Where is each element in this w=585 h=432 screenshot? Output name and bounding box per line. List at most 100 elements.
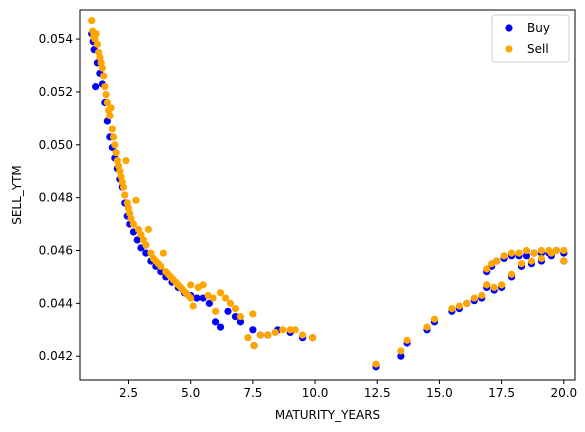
point-sell-109 xyxy=(547,249,555,257)
x-tick-label: 20.0 xyxy=(550,386,577,400)
point-sell-78 xyxy=(299,331,307,339)
x-tick-label: 7.5 xyxy=(243,386,262,400)
point-sell-82 xyxy=(403,336,411,344)
point-sell-70 xyxy=(249,310,257,318)
y-tick-label: 0.046 xyxy=(39,244,73,258)
point-buy-47 xyxy=(397,352,405,360)
point-sell-18 xyxy=(109,133,118,141)
point-sell-71 xyxy=(250,342,258,350)
point-buy-3 xyxy=(92,83,100,91)
point-sell-81 xyxy=(397,347,405,355)
point-sell-39 xyxy=(144,225,152,233)
point-sell-80 xyxy=(372,360,380,368)
point-sell-28 xyxy=(122,157,130,165)
point-sell-106 xyxy=(517,260,526,268)
point-sell-95 xyxy=(515,249,523,257)
point-sell-34 xyxy=(132,196,140,204)
y-tick-label: 0.050 xyxy=(39,138,73,152)
legend: Buy Sell xyxy=(491,14,570,63)
y-tick-label: 0.052 xyxy=(39,85,73,99)
point-sell-62 xyxy=(209,294,217,302)
point-sell-74 xyxy=(271,328,279,337)
point-sell-102 xyxy=(483,281,491,289)
point-sell-98 xyxy=(537,246,546,255)
point-sell-38 xyxy=(142,241,150,249)
point-sell-108 xyxy=(537,254,546,263)
point-sell-45 xyxy=(159,249,167,257)
point-buy-62 xyxy=(522,252,531,260)
x-axis-ticks: 2.5 5.0 7.5 10.0 12.5 15.0 17.5 20.0 xyxy=(119,380,577,400)
x-tick-label: 12.5 xyxy=(364,386,391,400)
point-sell-16 xyxy=(107,104,115,112)
point-sell-105 xyxy=(507,270,516,278)
x-tick-label: 5.0 xyxy=(181,386,200,400)
point-sell-9 xyxy=(98,64,106,72)
point-sell-44 xyxy=(157,262,165,270)
point-sell-94 xyxy=(507,249,516,257)
point-sell-67 xyxy=(231,305,240,313)
legend-label-buy: Buy xyxy=(527,21,550,35)
point-sell-72 xyxy=(256,331,264,339)
point-sell-58 xyxy=(189,302,197,310)
point-sell-84 xyxy=(430,315,439,323)
point-sell-88 xyxy=(470,294,478,302)
point-sell-101 xyxy=(560,246,568,255)
y-tick-label: 0.048 xyxy=(39,191,73,205)
point-sell-63 xyxy=(211,307,220,315)
y-tick-label: 0.042 xyxy=(39,349,73,363)
point-buy-30 xyxy=(193,294,201,302)
point-sell-66 xyxy=(226,299,235,307)
point-buy-32 xyxy=(205,299,213,307)
point-sell-65 xyxy=(221,294,230,302)
point-sell-110 xyxy=(560,257,568,265)
point-sell-60 xyxy=(199,281,207,289)
y-axis-label: SELL_YTM xyxy=(10,165,24,225)
point-sell-76 xyxy=(286,326,294,334)
point-sell-90 xyxy=(483,265,491,273)
legend-label-sell: Sell xyxy=(527,42,549,56)
point-sell-73 xyxy=(264,331,272,339)
plot-frame xyxy=(79,9,576,381)
point-buy-36 xyxy=(231,312,240,321)
point-sell-57 xyxy=(187,281,195,289)
point-sell-89 xyxy=(478,291,486,300)
point-sell-104 xyxy=(498,281,506,289)
point-sell-75 xyxy=(279,326,287,334)
legend-marker-buy xyxy=(505,24,513,32)
point-sell-64 xyxy=(216,289,225,297)
point-sell-86 xyxy=(455,302,463,310)
point-sell-103 xyxy=(490,283,498,292)
point-sell-77 xyxy=(291,326,299,334)
point-sell-97 xyxy=(530,249,538,257)
y-tick-label: 0.044 xyxy=(39,296,73,310)
point-buy-33 xyxy=(211,318,220,326)
points-layer xyxy=(88,16,568,371)
point-sell-4 xyxy=(92,30,100,38)
x-axis-label: MATURITY_YEARS xyxy=(275,408,380,422)
point-sell-69 xyxy=(244,334,252,342)
point-sell-87 xyxy=(463,299,471,307)
point-sell-26 xyxy=(119,183,128,191)
point-sell-33 xyxy=(129,220,138,228)
point-sell-0 xyxy=(88,16,96,25)
y-tick-label: 0.054 xyxy=(39,32,73,46)
point-sell-107 xyxy=(527,257,536,265)
point-sell-92 xyxy=(493,257,501,265)
y-axis-ticks: 0.042 0.044 0.046 0.048 0.050 0.052 0.054 xyxy=(39,32,80,363)
point-buy-38 xyxy=(249,326,257,334)
x-tick-label: 15.0 xyxy=(426,386,453,400)
point-sell-17 xyxy=(108,125,116,133)
point-buy-24 xyxy=(157,268,165,276)
point-buy-34 xyxy=(216,323,225,331)
point-sell-5 xyxy=(93,40,102,48)
point-buy-35 xyxy=(224,307,232,315)
point-sell-12 xyxy=(102,90,110,99)
x-tick-label: 17.5 xyxy=(488,386,515,400)
point-sell-68 xyxy=(236,312,245,321)
point-sell-13 xyxy=(103,98,111,107)
point-sell-20 xyxy=(112,149,120,157)
x-tick-label: 10.0 xyxy=(302,386,329,400)
point-buy-37 xyxy=(236,318,245,326)
point-sell-11 xyxy=(101,83,109,91)
